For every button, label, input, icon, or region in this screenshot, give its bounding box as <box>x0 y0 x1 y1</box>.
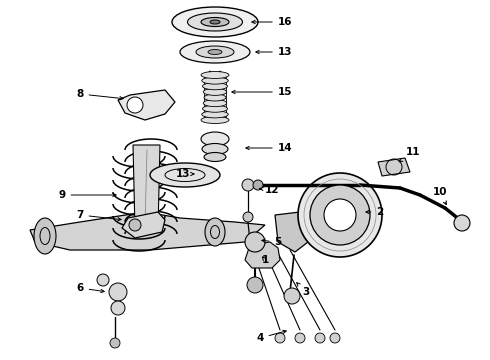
Ellipse shape <box>201 132 229 146</box>
Ellipse shape <box>202 83 227 90</box>
Polygon shape <box>118 90 175 120</box>
Circle shape <box>127 97 143 113</box>
Circle shape <box>109 283 127 301</box>
Circle shape <box>275 333 285 343</box>
Ellipse shape <box>202 77 228 84</box>
Ellipse shape <box>202 144 228 154</box>
Ellipse shape <box>196 46 234 58</box>
Circle shape <box>310 185 370 245</box>
Text: 10: 10 <box>433 187 447 204</box>
Text: 14: 14 <box>246 143 293 153</box>
Circle shape <box>295 333 305 343</box>
Circle shape <box>284 288 300 304</box>
Polygon shape <box>30 212 265 250</box>
Polygon shape <box>275 212 310 252</box>
Circle shape <box>247 277 263 293</box>
Circle shape <box>111 301 125 315</box>
Circle shape <box>330 333 340 343</box>
Text: 5: 5 <box>262 237 282 247</box>
Ellipse shape <box>180 41 250 63</box>
Text: 15: 15 <box>232 87 292 97</box>
Text: 13: 13 <box>256 47 292 57</box>
Text: 13: 13 <box>176 169 194 179</box>
Circle shape <box>245 232 265 252</box>
Circle shape <box>110 338 120 348</box>
Text: 3: 3 <box>297 283 310 297</box>
Ellipse shape <box>201 18 229 27</box>
Polygon shape <box>245 242 280 268</box>
Circle shape <box>97 274 109 286</box>
Text: 9: 9 <box>58 190 116 200</box>
Ellipse shape <box>205 218 225 246</box>
Text: 4: 4 <box>256 330 286 343</box>
Ellipse shape <box>210 20 220 24</box>
Circle shape <box>454 215 470 231</box>
Text: 16: 16 <box>252 17 292 27</box>
Text: 8: 8 <box>76 89 123 100</box>
Ellipse shape <box>202 105 227 112</box>
Circle shape <box>315 333 325 343</box>
Text: 11: 11 <box>399 147 420 162</box>
Ellipse shape <box>203 100 227 107</box>
Ellipse shape <box>208 49 222 54</box>
Ellipse shape <box>203 88 227 95</box>
Ellipse shape <box>201 72 229 78</box>
Ellipse shape <box>188 13 243 31</box>
Circle shape <box>242 179 254 191</box>
Polygon shape <box>133 145 160 230</box>
Circle shape <box>298 173 382 257</box>
Text: 2: 2 <box>366 207 384 217</box>
Text: 6: 6 <box>76 283 104 293</box>
Circle shape <box>129 219 141 231</box>
Ellipse shape <box>172 7 258 37</box>
Ellipse shape <box>150 163 220 187</box>
Ellipse shape <box>201 117 229 123</box>
Ellipse shape <box>204 94 226 101</box>
Text: 1: 1 <box>261 255 269 265</box>
Circle shape <box>324 199 356 231</box>
Text: 7: 7 <box>76 210 121 221</box>
Ellipse shape <box>34 218 56 254</box>
Circle shape <box>243 212 253 222</box>
Polygon shape <box>378 158 410 176</box>
Ellipse shape <box>202 111 228 118</box>
Polygon shape <box>122 212 165 238</box>
Circle shape <box>253 180 263 190</box>
Text: 12: 12 <box>259 185 279 195</box>
Ellipse shape <box>204 153 226 162</box>
